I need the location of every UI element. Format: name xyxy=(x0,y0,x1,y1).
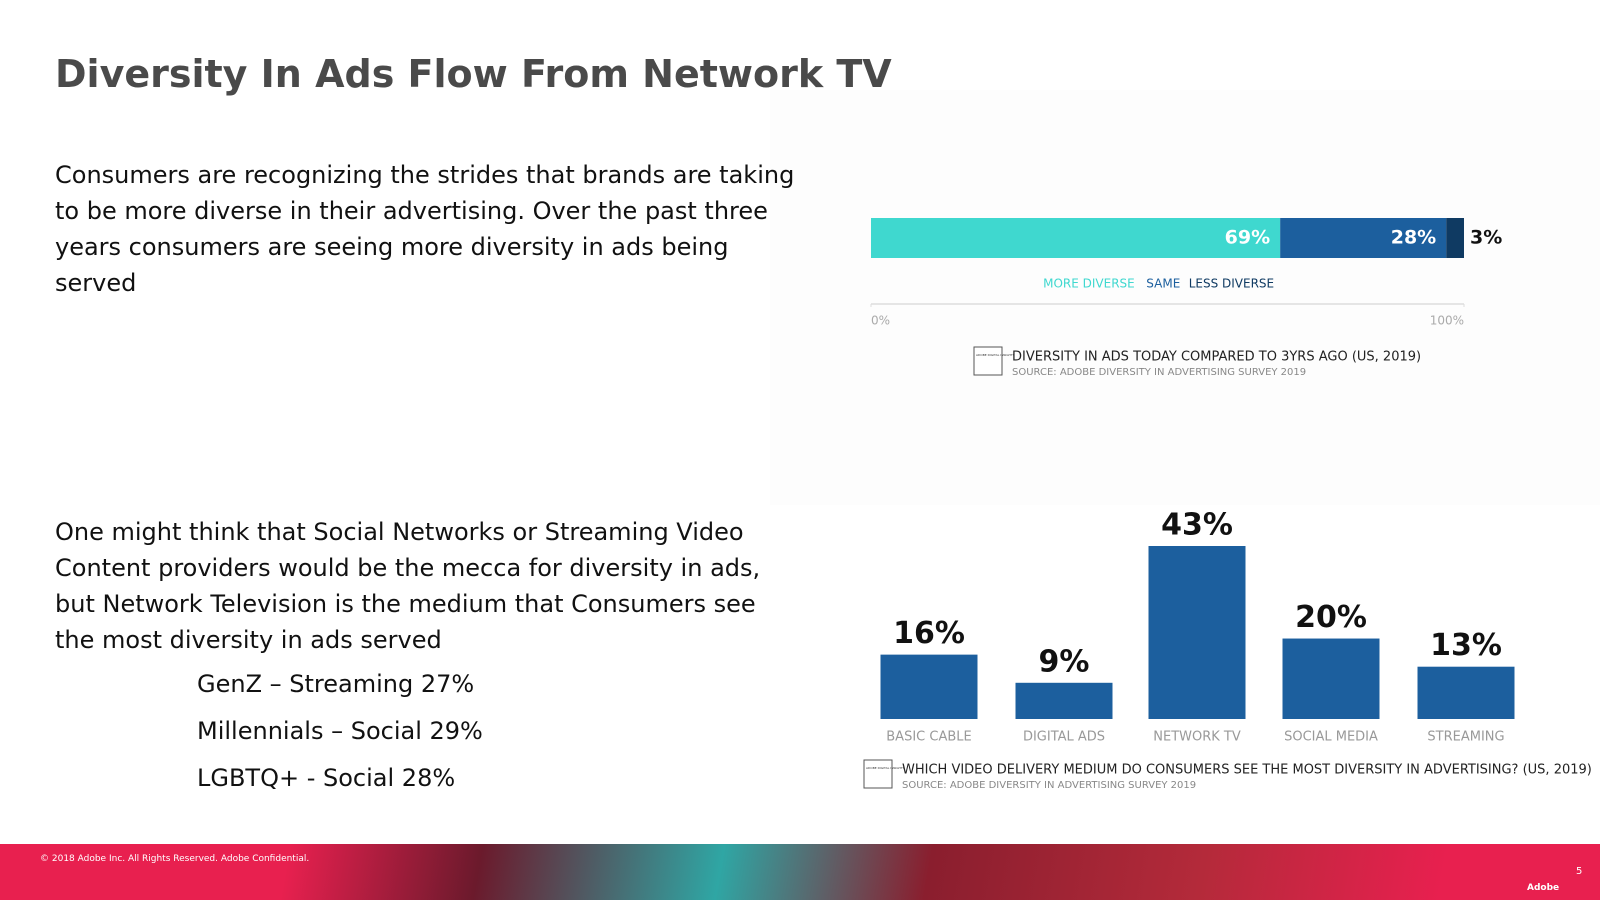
bar xyxy=(1417,666,1515,719)
data-label: 3% xyxy=(1470,227,1502,249)
x-tick-label: DIGITAL ADS xyxy=(1023,730,1105,745)
chart-panel xyxy=(770,90,1600,505)
x-tick-label: 100% xyxy=(1430,314,1464,328)
bar-segment xyxy=(1446,218,1464,258)
bar-segment xyxy=(871,218,1281,258)
page-number: 5 xyxy=(1576,866,1583,877)
copyright: © 2018 Adobe Inc. All Rights Reserved. A… xyxy=(40,854,310,864)
badge-icon xyxy=(973,346,1003,376)
footer-band xyxy=(0,844,1600,900)
legend-label: LESS DIVERSE xyxy=(1189,277,1274,291)
slide-title: Diversity In Ads Flow From Network TV xyxy=(55,52,892,96)
data-label: 28% xyxy=(1391,227,1436,249)
legend-label: SAME xyxy=(1146,277,1180,291)
bar xyxy=(1015,682,1113,719)
bullet: Millennials – Social 29% xyxy=(197,717,483,745)
badge-icon xyxy=(863,759,893,789)
paragraph: One might think that Social Networks or … xyxy=(55,518,761,654)
badge: ADOBE DIGITAL INSIGHTS xyxy=(976,353,1015,357)
bullet: LGBTQ+ - Social 28% xyxy=(197,764,456,792)
bullet: GenZ – Streaming 27% xyxy=(197,670,475,698)
charts: 69% 28% 3% MORE DIVERSE SAME LESS DIVERSE 0% 10… xyxy=(863,218,1592,791)
paragraph: Consumers are recognizing the strides th… xyxy=(55,161,795,297)
x-tick-label: 0% xyxy=(871,314,890,328)
bar-segment xyxy=(1280,218,1447,258)
data-label: 43% xyxy=(1161,508,1233,543)
legend-label: MORE DIVERSE xyxy=(1043,277,1135,291)
x-tick-label: BASIC CABLE xyxy=(886,730,971,745)
brand: Adobe xyxy=(1527,883,1560,893)
data-label: 13% xyxy=(1430,628,1502,663)
chart-title: WHICH VIDEO DELIVERY MEDIUM DO CONSUMERS… xyxy=(902,763,1592,778)
data-label: 69% xyxy=(1225,227,1270,249)
bar xyxy=(1148,546,1246,719)
x-tick-label: SOCIAL MEDIA xyxy=(1284,730,1378,745)
x-tick-label: NETWORK TV xyxy=(1153,730,1241,745)
data-label: 16% xyxy=(893,616,965,651)
chart-title: DIVERSITY IN ADS TODAY COMPARED TO 3YRS … xyxy=(1012,350,1421,365)
data-label: 9% xyxy=(1039,644,1090,679)
chart-source: SOURCE: ADOBE DIVERSITY IN ADVERTISING S… xyxy=(902,780,1196,791)
data-label: 20% xyxy=(1295,600,1367,635)
bar xyxy=(1282,638,1380,719)
bar xyxy=(880,654,978,719)
badge: ADOBE DIGITAL INSIGHTS xyxy=(866,766,905,770)
x-tick-label: STREAMING xyxy=(1427,730,1504,745)
chart-source: SOURCE: ADOBE DIVERSITY IN ADVERTISING S… xyxy=(1012,367,1306,378)
